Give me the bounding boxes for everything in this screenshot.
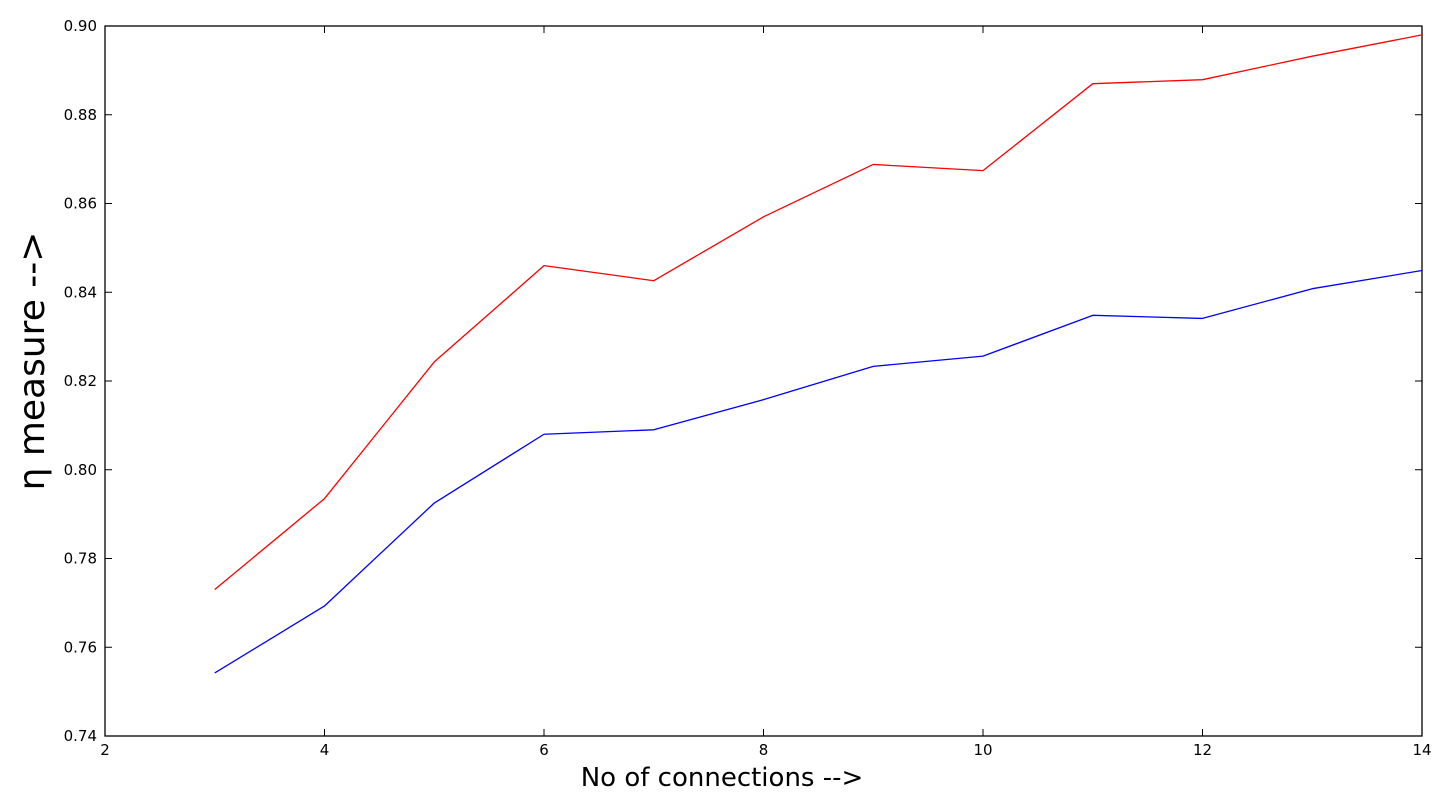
x-tick-label: 8 — [759, 741, 769, 759]
tick-labels-layer: 2 4 6 8 10 12 14 0.74 0.76 0.78 0.80 0.82 0.84 0.86 0.… — [64, 17, 1432, 759]
y-tick-label: 0.82 — [64, 372, 97, 390]
y-tick-label: 0.88 — [64, 106, 97, 124]
y-tick-label: 0.86 — [64, 195, 97, 213]
x-tick-label: 14 — [1412, 741, 1431, 759]
x-tick-label: 4 — [320, 741, 330, 759]
x-tick-label: 10 — [973, 741, 992, 759]
series-layer — [214, 34, 1423, 674]
y-tick-label: 0.74 — [64, 727, 97, 745]
plot-area — [104, 25, 1423, 737]
ticks-layer — [104, 25, 1423, 737]
y-tick-label: 0.84 — [64, 283, 97, 301]
y-tick-label: 0.78 — [64, 550, 97, 568]
x-axis-title: No of connections --> — [581, 763, 864, 793]
series-line-1 — [214, 34, 1423, 591]
x-tick-label: 6 — [539, 741, 549, 759]
x-tick-label: 2 — [100, 741, 110, 759]
series-line-2 — [214, 269, 1423, 674]
plot-frame — [104, 25, 1423, 737]
y-tick-label: 0.80 — [64, 461, 97, 479]
y-tick-label: 0.90 — [64, 17, 97, 35]
x-tick-label: 12 — [1193, 741, 1212, 759]
y-tick-label: 0.76 — [64, 638, 97, 656]
y-axis-title: η measure --> — [12, 232, 53, 491]
